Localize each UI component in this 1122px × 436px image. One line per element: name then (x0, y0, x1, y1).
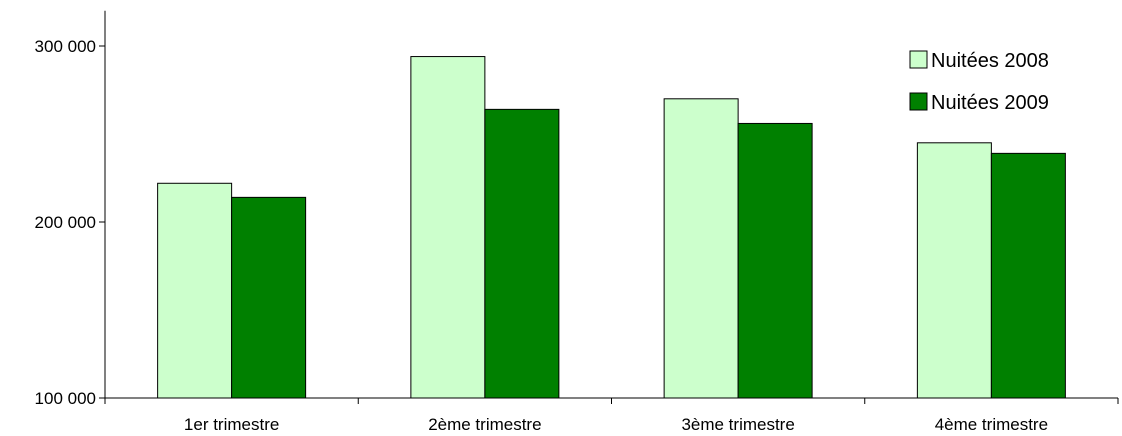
x-tick-label: 3ème trimestre (681, 415, 794, 434)
legend-label: Nuitées 2009 (931, 92, 1049, 114)
bars (157, 56, 1066, 399)
y-axis: 100 000 200 000 300 000 (35, 10, 106, 408)
legend: Nuitées 2008 Nuitées 2009 (909, 50, 1049, 114)
legend-swatch (909, 92, 928, 111)
x-axis: 1er trimestre 2ème trimestre 3ème trimestr… (104, 397, 1119, 434)
bar-nuitees-2009-1 (231, 196, 307, 399)
bar-nuitees-2008-3 (663, 98, 739, 399)
bar-nuitees-2008-2 (410, 56, 486, 399)
legend-swatch (909, 50, 928, 69)
legend-label: Nuitées 2008 (931, 50, 1049, 72)
y-tick-label: 300 000 (35, 37, 96, 56)
bar-nuitees-2009-3 (737, 122, 813, 399)
bar-nuitees-2009-4 (990, 152, 1066, 399)
y-tick-label: 200 000 (35, 213, 96, 232)
bar-nuitees-2009-2 (484, 108, 560, 399)
bar-nuitees-2008-1 (157, 182, 233, 399)
bar-nuitees-2008-4 (916, 142, 992, 399)
y-tick-label: 100 000 (35, 389, 96, 408)
x-tick-label: 1er trimestre (184, 415, 279, 434)
x-tick-label: 2ème trimestre (428, 415, 541, 434)
x-tick-label: 4ème trimestre (935, 415, 1048, 434)
